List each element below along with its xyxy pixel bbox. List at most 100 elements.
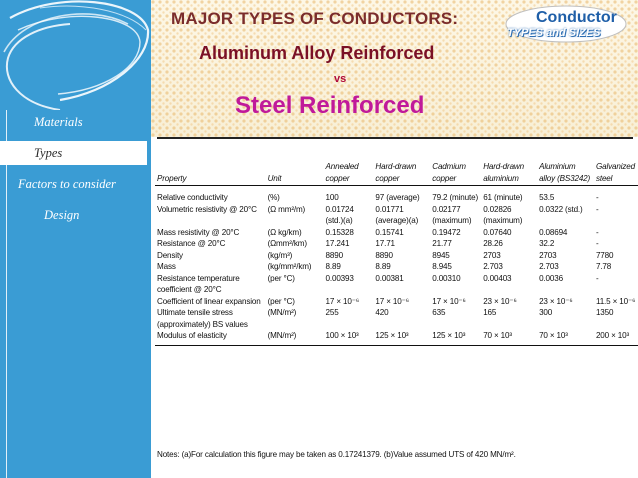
table-cell: (per °C) [267, 273, 295, 283]
table-cell: 2703 [539, 250, 557, 260]
table-cell: 0.00381 [375, 273, 404, 283]
table-cell: 23 × 10⁻⁶ [483, 296, 517, 306]
column-header: Hard-drawn copper [373, 145, 431, 186]
table-cell: 635 [432, 308, 446, 317]
table-cell: (per °C) [267, 296, 295, 306]
sidebar: Materials Types Factors to consider Desi… [0, 0, 151, 478]
table-cell: 0.02826 (maximum) [483, 204, 523, 226]
table-cell: Ultimate tensile stress (approximately) … [157, 308, 248, 329]
table-cell: 200 × 10³ [593, 330, 638, 346]
table-cell: 2703 [483, 250, 501, 260]
table-cell: Volumetric resistivity @ 20°C [157, 204, 257, 214]
table-row: Relative conductivity (%) 100 97 (averag… [155, 186, 638, 204]
sidebar-item-design[interactable]: Design [0, 203, 151, 227]
table-cell: (Ω kg/km) [267, 227, 302, 237]
table-cell: - [595, 204, 599, 214]
badge-oval [505, 5, 627, 43]
table-cell: 0.00393 [325, 273, 354, 283]
table-notes: Notes: (a)For calculation this figure ma… [157, 450, 516, 459]
column-header: Aluminium alloy (BS3242) [537, 145, 594, 186]
table-cell: 0.01771 (average)(a) [375, 204, 419, 226]
logo-swoosh-graphic [0, 0, 151, 110]
table-cell: 70 × 10³ [481, 330, 538, 346]
column-header: Galvanized steel [593, 145, 638, 186]
table-cell: Resistance temperature coefficient @ 20°… [157, 273, 240, 295]
table-cell: 0.08694 [539, 227, 568, 237]
table-cell: 255 [325, 308, 339, 317]
table-cell: 17.241 [325, 239, 350, 248]
page-title: MAJOR TYPES OF CONDUCTORS: [171, 9, 459, 28]
table-cell: - [595, 239, 599, 248]
table-row: Volumetric resistivity @ 20°C (Ω mm²/m) … [155, 204, 638, 227]
badge-title: Conductor [536, 9, 617, 26]
conductor-properties-panel: Property Unit Annealed copper Hard-drawn… [151, 137, 638, 478]
sidebar-item-label: Materials [34, 115, 83, 129]
table-cell: 8890 [325, 250, 344, 260]
sidebar-item-materials[interactable]: Materials [0, 110, 151, 134]
table-cell: 2.703 [539, 262, 559, 271]
sidebar-item-types[interactable]: Types [0, 141, 147, 165]
table-cell: 79.2 (minute) [432, 193, 478, 202]
table-cell: 165 [483, 308, 497, 317]
table-cell: 17 × 10⁻⁶ [325, 296, 360, 306]
table-cell: 1350 [595, 308, 614, 317]
table-cell: 125 × 10³ [430, 330, 482, 346]
table-cell: 28.26 [483, 239, 503, 248]
table-row: Ultimate tensile stress (approximately) … [155, 307, 638, 330]
subtitle-aluminum-alloy: Aluminum Alloy Reinforced [199, 43, 435, 63]
table-cell: - [595, 193, 599, 202]
column-header: Annealed copper [323, 145, 374, 186]
table-cell: 0.15328 [325, 227, 354, 237]
slide-header: MAJOR TYPES OF CONDUCTORS: Aluminum Allo… [151, 0, 638, 137]
sidebar-nav: Materials Types Factors to consider Desi… [0, 106, 151, 227]
table-cell: Density [157, 250, 183, 260]
table-cell: Resistance @ 20°C [157, 239, 226, 248]
table-cell: Mass resistivity @ 20°C [157, 227, 240, 237]
table-cell: 420 [375, 308, 389, 317]
table-cell: 23 × 10⁻⁶ [539, 296, 573, 306]
table-cell: 17 × 10⁻⁶ [375, 296, 409, 306]
conductor-properties-table: Property Unit Annealed copper Hard-drawn… [155, 145, 638, 346]
table-cell: (MN/m²) [265, 330, 324, 346]
subtitle-steel-reinforced: Steel Reinforced [235, 92, 425, 119]
table-row: Density (kg/m³) 8890 8890 8945 2703 2703… [155, 250, 638, 262]
table-cell: 21.77 [432, 239, 452, 248]
table-cell: 17 × 10⁻⁶ [432, 296, 466, 306]
table-cell: Modulus of elasticity [155, 330, 266, 346]
table-cell: 0.15741 [375, 227, 404, 237]
table-cell: (Ω mm²/m) [267, 204, 306, 214]
table-cell: Relative conductivity [157, 193, 228, 202]
table-cell: 0.00403 [483, 273, 512, 283]
table-cell: 8.945 [432, 262, 452, 271]
column-header: Unit [265, 145, 324, 186]
table-row: Mass (kg/mm²/km) 8.89 8.89 8.945 2.703 2… [155, 261, 638, 273]
table-cell: 125 × 10³ [373, 330, 431, 346]
table-cell: 97 (average) [375, 193, 420, 202]
table-cell: 300 [539, 308, 553, 317]
table-cell: (kg/m³) [267, 250, 293, 260]
table-row: Resistance @ 20°C (Ωmm²/km) 17.241 17.71… [155, 238, 638, 250]
table-row: Resistance temperature coefficient @ 20°… [155, 273, 638, 296]
table-cell: 0.19472 [432, 227, 461, 237]
table-top-rule [157, 137, 633, 139]
table-cell: 17.71 [375, 239, 395, 248]
table-cell: Mass [157, 262, 176, 271]
sidebar-item-label: Design [44, 208, 80, 222]
table-cell: 8945 [432, 250, 450, 260]
table-cell: 8.89 [325, 262, 341, 271]
table-cell: 7.78 [595, 262, 612, 271]
sidebar-item-factors-to-consider[interactable]: Factors to consider [0, 172, 151, 196]
table-cell: 2.703 [483, 262, 503, 271]
table-cell: 32.2 [539, 239, 555, 248]
sidebar-item-label: Factors to consider [18, 177, 116, 191]
sidebar-divider-line [6, 110, 7, 478]
column-header: Cadmium copper [430, 145, 482, 186]
vs-label: vs [334, 73, 347, 85]
table-cell: (kg/mm²/km) [267, 262, 312, 271]
table-cell: (%) [267, 193, 280, 202]
table-cell: 0.02177 (maximum) [432, 204, 472, 226]
table-cell: - [595, 273, 599, 283]
table-row: Modulus of elasticity (MN/m²) 100 × 10³ … [155, 330, 638, 346]
table-cell: 100 × 10³ [323, 330, 374, 346]
table-cell: (MN/m²) [267, 308, 297, 317]
